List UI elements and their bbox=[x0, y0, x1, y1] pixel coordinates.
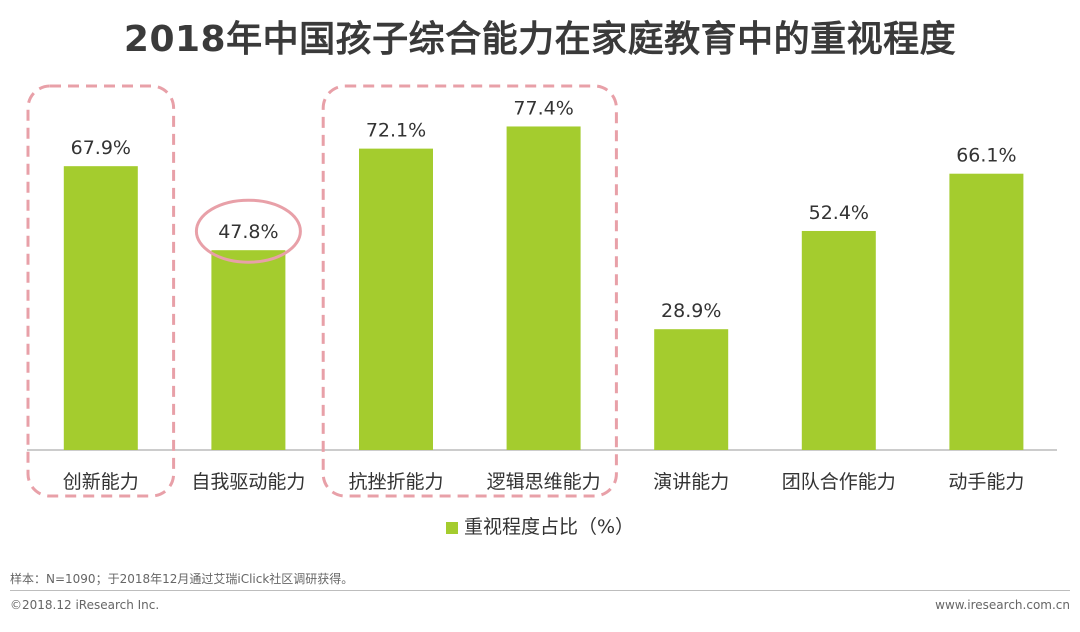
copyright: ©2018.12 iResearch Inc. bbox=[10, 598, 160, 612]
sample-note: 样本：N=1090；于2018年12月通过艾瑞iClick社区调研获得。 bbox=[10, 572, 354, 586]
category-label-1: 创新能力 bbox=[63, 471, 139, 493]
legend: 重视程度占比（%） bbox=[0, 512, 1080, 539]
website: www.iresearch.com.cn bbox=[935, 598, 1070, 612]
data-label-3: 72.1% bbox=[366, 120, 426, 142]
bar-4 bbox=[506, 126, 581, 450]
data-label-5: 28.9% bbox=[661, 300, 721, 322]
category-label-3: 抗挫折能力 bbox=[348, 471, 443, 493]
data-label-2: 47.8% bbox=[218, 221, 278, 243]
bar-7 bbox=[949, 173, 1024, 450]
highlight-circle bbox=[194, 198, 302, 264]
category-label-5: 演讲能力 bbox=[653, 471, 729, 493]
chart-title: 2018年中国孩子综合能力在家庭教育中的重视程度 bbox=[123, 19, 957, 60]
highlight-box-1 bbox=[26, 84, 176, 498]
bar-6 bbox=[801, 230, 876, 450]
category-label-6: 团队合作能力 bbox=[782, 471, 896, 493]
legend-swatch bbox=[445, 521, 458, 534]
legend-label: 重视程度占比（%） bbox=[463, 516, 635, 538]
category-label-4: 逻辑思维能力 bbox=[487, 471, 601, 493]
category-label-2: 自我驱动能力 bbox=[191, 471, 305, 493]
bar-2 bbox=[211, 250, 286, 450]
data-label-6: 52.4% bbox=[809, 202, 869, 224]
bar-5 bbox=[654, 329, 729, 450]
data-label-7: 66.1% bbox=[956, 145, 1016, 167]
footer-divider bbox=[10, 590, 1070, 591]
data-label-1: 67.9% bbox=[71, 137, 131, 159]
category-label-7: 动手能力 bbox=[948, 471, 1024, 493]
bar-3 bbox=[359, 148, 433, 450]
bar-1 bbox=[63, 166, 138, 451]
data-label-4: 77.4% bbox=[513, 97, 573, 119]
